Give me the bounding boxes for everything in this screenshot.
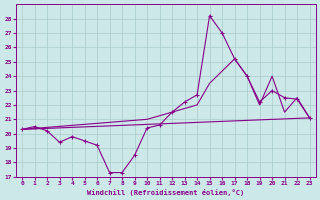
X-axis label: Windchill (Refroidissement éolien,°C): Windchill (Refroidissement éolien,°C) [87,189,244,196]
